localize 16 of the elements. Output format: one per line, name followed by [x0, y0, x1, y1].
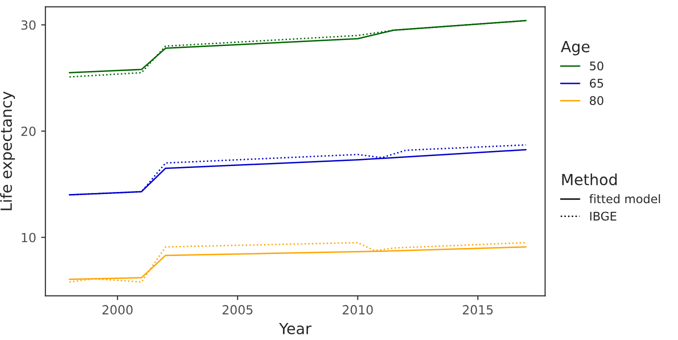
- x-tick-label: 2000: [102, 305, 133, 315]
- y-tick-label: 20: [21, 126, 36, 136]
- y-tick-label: 30: [21, 20, 36, 30]
- y-axis-title: Life expectancy: [0, 91, 15, 210]
- text: Method: [562, 173, 617, 186]
- legend-label: 50: [590, 61, 604, 70]
- legend-label: 65: [590, 78, 604, 88]
- x-axis-title: Year: [279, 322, 312, 334]
- x-tick-label: 2005: [222, 305, 252, 315]
- x-tick-label: 2015: [462, 305, 493, 315]
- legend-label: 80: [590, 96, 604, 106]
- y-tick-label: 10: [22, 232, 36, 242]
- text: Age: [560, 41, 590, 56]
- text: fitted model: [589, 194, 660, 204]
- text: IBGE: [590, 212, 616, 221]
- x-tick-label: 2010: [342, 305, 373, 315]
